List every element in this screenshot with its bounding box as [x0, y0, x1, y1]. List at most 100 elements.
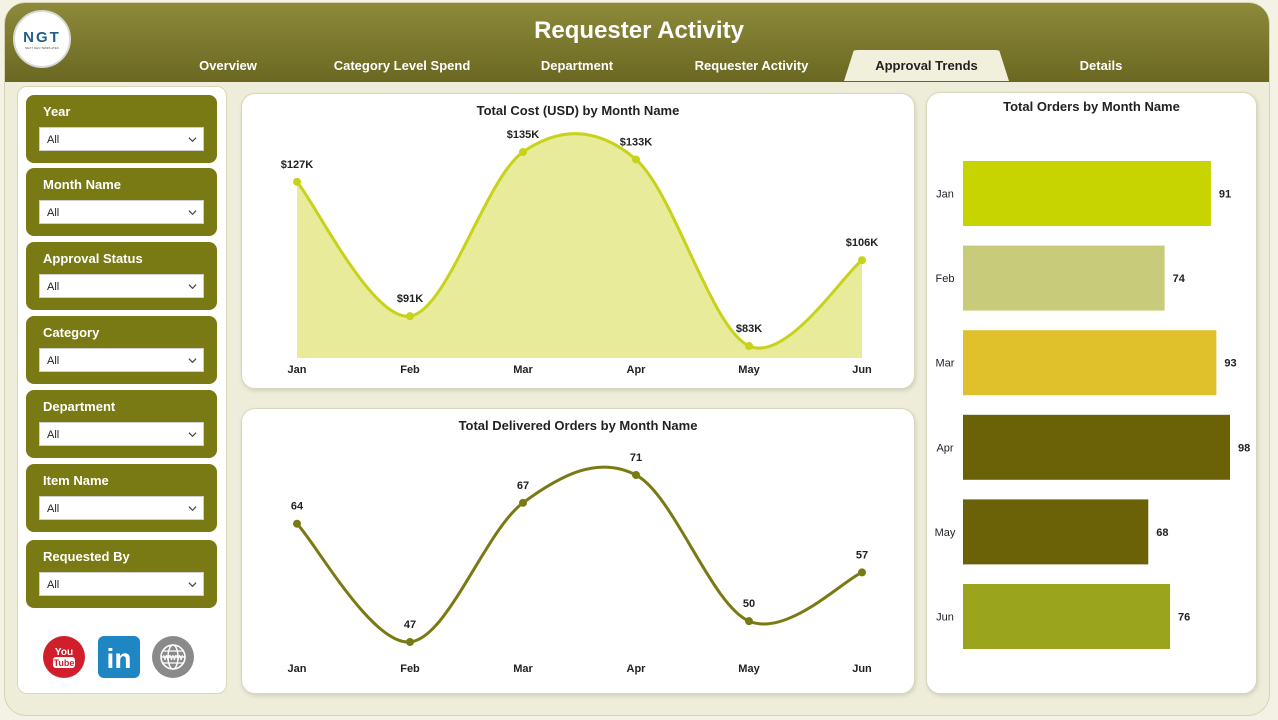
- orders-value-label: 98: [1238, 442, 1250, 454]
- total-cost-card: Total Cost (USD) by Month Name $127K Jan $…: [241, 93, 915, 389]
- delivered-data-label: 67: [517, 480, 529, 492]
- tab-overview[interactable]: Overview: [199, 58, 257, 73]
- delivered-point: [745, 617, 753, 626]
- slicer-requested-by: Requested By All: [26, 540, 217, 608]
- approval-status-dropdown[interactable]: All: [39, 274, 204, 298]
- orders-category-label: Jun: [936, 612, 954, 624]
- month-name-dropdown[interactable]: All: [39, 200, 204, 224]
- delivered-data-label: 57: [856, 549, 868, 561]
- delivered-data-label: 64: [291, 501, 304, 513]
- delivered-point: [858, 568, 866, 577]
- year-dropdown[interactable]: All: [39, 127, 204, 151]
- dropdown-value: All: [47, 281, 60, 293]
- youtube-icon-label-2: Tube: [54, 658, 75, 668]
- delivered-point: [293, 519, 301, 528]
- total-cost-chart: $127K Jan $91K Feb $135K Mar $133K Apr $83K May $1…: [281, 129, 878, 376]
- orders-category-label: Feb: [936, 273, 955, 285]
- orders-value-label: 74: [1173, 273, 1186, 285]
- delivered-orders-card: Total Delivered Orders by Month Name 64 J…: [241, 408, 915, 694]
- dropdown-value: All: [47, 134, 60, 146]
- slicer-year: Year All: [26, 95, 217, 163]
- orders-category-label: May: [935, 527, 956, 539]
- orders-bar: [963, 584, 1171, 649]
- cost-point: [745, 342, 753, 350]
- delivered-series-line: [295, 465, 863, 644]
- slicer-label: Year: [43, 104, 71, 119]
- slicer-department: Department All: [26, 390, 217, 458]
- chevron-down-icon: [188, 358, 197, 364]
- cost-data-label: $83K: [736, 323, 762, 335]
- delivered-x-tick: May: [738, 663, 760, 675]
- slicer-item-name: Item Name All: [26, 464, 217, 532]
- slicer-label: Department: [43, 399, 116, 414]
- logo-text: NGT: [23, 28, 61, 46]
- delivered-point: [519, 498, 527, 507]
- chart-title: Total Delivered Orders by Month Name: [458, 418, 698, 433]
- tab-details[interactable]: Details: [1079, 58, 1123, 73]
- slicer-label: Month Name: [43, 177, 121, 192]
- youtube-icon-label-1: You: [55, 647, 73, 658]
- tab-requester-activity[interactable]: Requester Activity: [694, 58, 809, 73]
- chevron-down-icon: [188, 432, 197, 438]
- slicer-label: Approval Status: [43, 251, 143, 266]
- chevron-down-icon: [188, 137, 197, 143]
- orders-category-label: Apr: [936, 442, 953, 454]
- dropdown-value: All: [47, 355, 60, 367]
- orders-bar: [963, 245, 1165, 311]
- department-dropdown[interactable]: All: [39, 422, 204, 446]
- total-orders-card: Total Orders by Month Name Jan 91 Feb 74 Mar…: [926, 92, 1257, 694]
- category-dropdown[interactable]: All: [39, 348, 204, 372]
- cost-data-label: $133K: [620, 136, 652, 148]
- orders-bar: [963, 414, 1230, 480]
- orders-bar: [963, 161, 1211, 226]
- delivered-x-tick: Apr: [627, 663, 647, 675]
- orders-bar: [963, 330, 1217, 396]
- cost-series-line: [295, 132, 863, 350]
- youtube-icon[interactable]: You Tube: [43, 636, 85, 678]
- cost-x-tick: Apr: [627, 364, 647, 376]
- chevron-down-icon: [188, 284, 197, 290]
- total-orders-chart: Jan 91 Feb 74 Mar 93 Apr 98 May 68 Jun 76: [935, 161, 1250, 649]
- slicer-approval-status: Approval Status All: [26, 242, 217, 310]
- cost-data-label: $106K: [846, 237, 878, 249]
- requested-by-dropdown[interactable]: All: [39, 572, 204, 596]
- tab-category-level-spend[interactable]: Category Level Spend: [333, 58, 471, 73]
- logo: NGT NEXT GEN TEMPLATES: [13, 10, 71, 68]
- delivered-x-tick: Mar: [513, 663, 533, 675]
- item-name-dropdown[interactable]: All: [39, 496, 204, 520]
- delivered-x-tick: Jun: [852, 663, 872, 675]
- tab-department[interactable]: Department: [540, 58, 614, 73]
- cost-data-label: $135K: [507, 129, 539, 141]
- slicer-label: Requested By: [43, 549, 130, 564]
- delivered-x-tick: Feb: [400, 663, 420, 675]
- cost-data-label: $127K: [281, 159, 313, 171]
- delivered-data-label: 50: [743, 598, 755, 610]
- cost-x-tick: Feb: [400, 364, 420, 376]
- delivered-data-label: 47: [404, 619, 416, 631]
- cost-data-label: $91K: [397, 293, 423, 305]
- orders-bar: [963, 499, 1149, 565]
- www-icon[interactable]: WWW: [152, 636, 194, 678]
- cost-x-tick: Jan: [288, 364, 307, 376]
- delivered-point: [406, 638, 414, 646]
- slicer-label: Category: [43, 325, 100, 340]
- linkedin-icon-label: in: [107, 643, 132, 674]
- cost-x-tick: Jun: [852, 364, 872, 376]
- cost-x-tick: Mar: [513, 364, 533, 376]
- logo-subtext: NEXT GEN TEMPLATES: [25, 45, 59, 50]
- orders-category-label: Mar: [936, 358, 955, 370]
- orders-category-label: Jan: [936, 189, 954, 201]
- dropdown-value: All: [47, 207, 60, 219]
- slicer-category: Category All: [26, 316, 217, 384]
- slicer-label: Item Name: [43, 473, 109, 488]
- chevron-down-icon: [188, 582, 197, 588]
- header-bar: [5, 3, 1269, 82]
- cost-point: [293, 177, 301, 186]
- orders-value-label: 91: [1219, 189, 1231, 201]
- cost-x-tick: May: [738, 364, 760, 376]
- cost-area-fill: [297, 133, 862, 358]
- tab-approval-trends[interactable]: Approval Trends: [844, 50, 1009, 81]
- linkedin-icon[interactable]: in: [98, 636, 140, 678]
- orders-value-label: 76: [1178, 612, 1190, 624]
- page-title: Requester Activity: [534, 17, 744, 44]
